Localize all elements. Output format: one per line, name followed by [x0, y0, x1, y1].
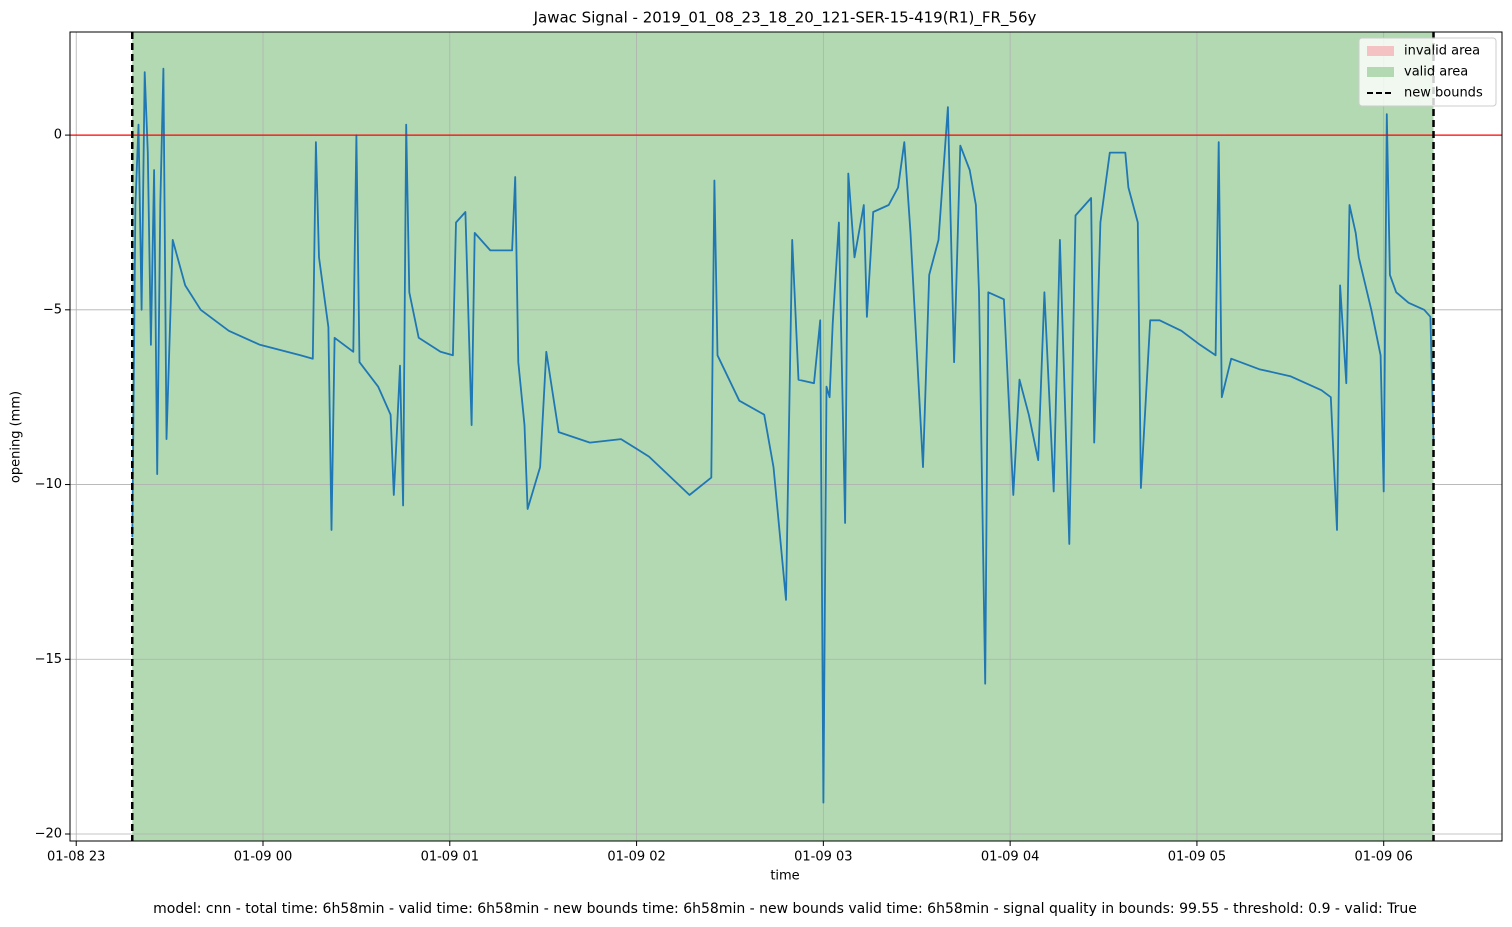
x-tick-label: 01-09 06 — [1354, 850, 1412, 865]
x-axis-label: time — [770, 869, 799, 884]
legend-label: invalid area — [1404, 44, 1480, 59]
y-tick-label: 0 — [54, 128, 62, 143]
legend-swatch — [1367, 46, 1394, 56]
x-tick-label: 01-09 05 — [1168, 850, 1226, 865]
x-tick-label: 01-09 03 — [794, 850, 852, 865]
plot-area — [70, 32, 1502, 841]
x-tick-label: 01-09 04 — [981, 850, 1039, 865]
y-axis-label: opening (mm) — [9, 391, 24, 483]
legend-label: valid area — [1404, 65, 1468, 80]
legend-swatch — [1367, 67, 1394, 77]
legend-label: new bounds — [1404, 86, 1483, 101]
valid-area — [132, 32, 1434, 841]
x-tick-label: 01-09 00 — [234, 850, 292, 865]
y-tick-label: −15 — [35, 652, 62, 667]
plot-frame — [69, 31, 1503, 842]
footer: model: cnn - total time: 6h58min - valid… — [153, 901, 1417, 917]
y-tick-label: −5 — [43, 302, 62, 317]
chart-title: Jawac Signal - 2019_01_08_23_18_20_121-S… — [533, 9, 1037, 28]
x-tick-label: 01-08 23 — [47, 850, 105, 865]
x-tick-label: 01-09 02 — [607, 850, 665, 865]
signal-line — [131, 67, 1435, 804]
y-tick-label: −10 — [35, 477, 62, 492]
y-tick-label: −20 — [35, 827, 62, 842]
x-tick-label: 01-09 01 — [421, 850, 479, 865]
